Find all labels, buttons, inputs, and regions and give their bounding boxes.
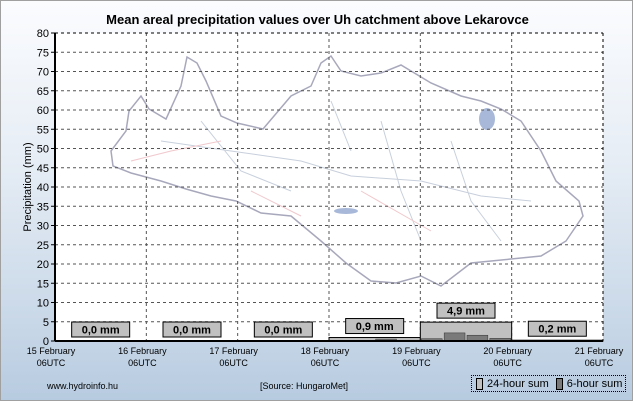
value-label-box	[527, 320, 587, 337]
legend: 24-hour sum 6-hour sum	[471, 375, 626, 392]
value-label: 0,0 mm	[173, 325, 211, 337]
x-tick-day: 19 February	[392, 346, 441, 356]
value-label: 0,9 mm	[356, 321, 394, 333]
x-tick-time: 06UTC	[219, 358, 248, 368]
x-tick-day: 20 February	[483, 346, 532, 356]
bar-6h	[443, 332, 466, 342]
x-tick-time: 06UTC	[402, 358, 431, 368]
lake	[479, 108, 495, 130]
y-tick-label: 60	[37, 105, 49, 117]
x-tick-time: 06UTC	[128, 358, 157, 368]
y-tick-label: 65	[37, 86, 49, 98]
y-tick-label: 40	[37, 182, 49, 194]
value-label-box	[345, 318, 405, 335]
borders	[130, 140, 432, 232]
y-tick-label: 25	[37, 240, 49, 252]
y-tick-label: 10	[37, 298, 49, 310]
legend-label-6h: 6-hour sum	[566, 377, 623, 390]
lake	[334, 208, 358, 214]
y-tick-label: 70	[37, 67, 49, 79]
source-label: [Source: HungaroMet]	[260, 381, 349, 391]
x-tick-day: 18 February	[301, 346, 350, 356]
x-tick-time: 06UTC	[585, 358, 614, 368]
x-tick-day: 21 February	[575, 346, 624, 356]
y-tick-label: 5	[43, 317, 49, 329]
value-label: 0,2 mm	[538, 324, 576, 336]
y-tick-label: 20	[37, 259, 49, 271]
y-tick-label: 75	[37, 47, 49, 59]
website-link[interactable]: www.hydroinfo.hu	[47, 381, 119, 391]
y-tick-label: 30	[37, 221, 49, 233]
catchment-outline	[110, 54, 584, 287]
y-tick-label: 55	[37, 124, 49, 136]
x-tick-day: 15 February	[27, 346, 76, 356]
legend-label-24h: 24-hour sum	[487, 377, 549, 390]
legend-swatch-24h	[476, 377, 483, 390]
value-label-box	[436, 302, 496, 319]
y-tick-label: 15	[37, 278, 49, 290]
y-tick-label: 50	[37, 144, 49, 156]
value-label-box	[71, 321, 131, 338]
y-tick-label: 0	[43, 336, 49, 348]
value-label: 4,9 mm	[447, 306, 485, 318]
x-tick-time: 06UTC	[37, 358, 66, 368]
x-tick-day: 17 February	[209, 346, 258, 356]
value-label: 0,0 mm	[82, 325, 120, 337]
y-axis-label: Precipitation (mm)	[22, 142, 34, 231]
plot-area	[55, 33, 603, 341]
rivers	[160, 100, 532, 242]
value-label: 0,0 mm	[264, 325, 302, 337]
chart-title: Mean areal precipitation values over Uh …	[106, 12, 529, 27]
y-tick-label: 35	[37, 201, 49, 213]
value-label-box	[253, 321, 313, 338]
value-label-box	[162, 321, 222, 338]
y-tick-label: 45	[37, 163, 49, 175]
y-tick-label: 80	[37, 28, 49, 40]
x-tick-day: 16 February	[118, 346, 167, 356]
x-tick-time: 06UTC	[493, 358, 522, 368]
legend-swatch-6h	[555, 377, 563, 390]
x-tick-time: 06UTC	[311, 358, 340, 368]
